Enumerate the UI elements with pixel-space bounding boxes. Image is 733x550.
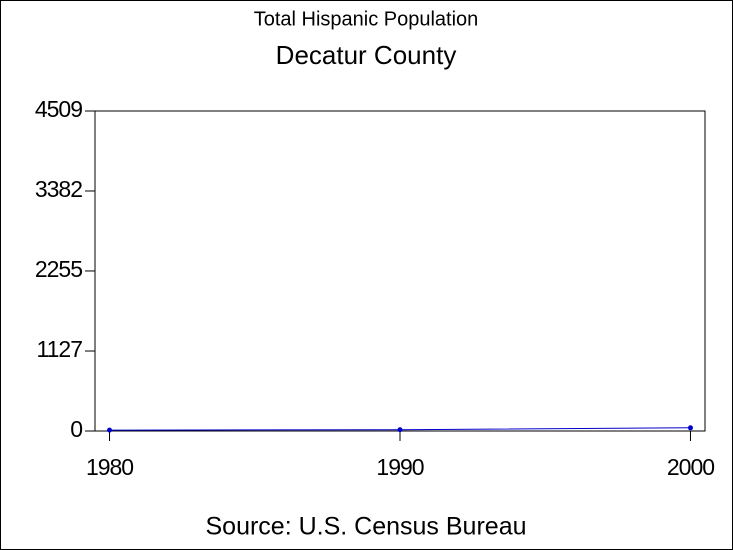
x-tick-label: 1990 xyxy=(376,454,423,480)
y-tick-label: 3382 xyxy=(35,176,82,202)
data-point xyxy=(107,427,113,433)
chart-title: Total Hispanic Population xyxy=(254,8,479,30)
x-tick-label: 1980 xyxy=(86,454,133,480)
y-tick-label: 1127 xyxy=(37,336,83,362)
y-tick-label: 0 xyxy=(70,416,82,442)
data-point xyxy=(397,427,403,433)
data-point xyxy=(687,425,693,431)
source-note: Source: U.S. Census Bureau xyxy=(206,513,527,541)
chart-subtitle: Decatur County xyxy=(276,40,457,70)
y-tick-label: 2255 xyxy=(35,256,82,282)
x-tick-label: 2000 xyxy=(667,454,714,480)
y-tick-label: 4509 xyxy=(35,96,82,122)
